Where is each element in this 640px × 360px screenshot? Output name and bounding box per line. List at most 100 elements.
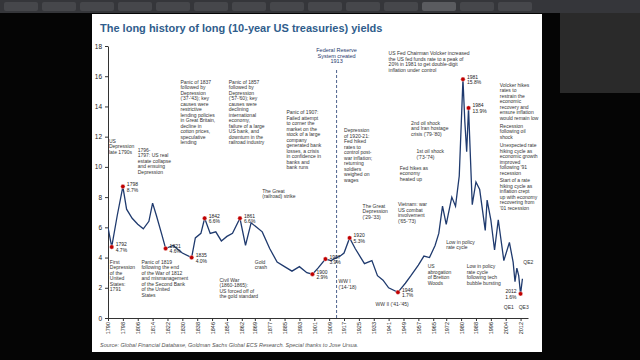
x-tick-label: 1798: [120, 322, 126, 334]
x-tick-label: 1862: [239, 322, 245, 334]
annotation: would remain low: [500, 115, 539, 121]
x-tick-label: 1965: [431, 322, 437, 334]
x-tick: 1941: [386, 318, 392, 334]
y-tick-mark: [105, 46, 108, 47]
x-tick-mark: [285, 318, 286, 321]
x-tick: 1862: [239, 318, 245, 334]
highlight-label: 6.6%: [209, 218, 221, 224]
annotation: Woods: [428, 280, 444, 286]
yield-line: [108, 79, 522, 294]
x-tick-mark: [403, 318, 404, 321]
x-tick-mark: [138, 318, 139, 321]
highlight-label: 4.7%: [116, 247, 128, 253]
x-tick-mark: [476, 318, 477, 321]
x-tick: 1996: [488, 318, 494, 334]
y-tick-label: 12: [95, 133, 103, 140]
y-tick: 18: [95, 43, 108, 50]
annotation: railroad industry: [229, 139, 265, 145]
x-tick: 1972: [444, 318, 450, 334]
highlight-label: 3.9%: [329, 259, 341, 265]
x-tick-mark: [227, 318, 228, 321]
x-tick-label: 1893: [297, 322, 303, 334]
x-tick-mark: [167, 318, 168, 321]
highlight-dot: [396, 290, 400, 294]
highlight-dot: [121, 184, 125, 188]
highlight-dot: [461, 77, 465, 81]
x-tick-mark: [344, 318, 345, 321]
highlight-dot: [347, 236, 351, 240]
x-tick-label: 1806: [135, 322, 141, 334]
browser-tab: [194, 2, 228, 11]
x-tick-mark: [521, 318, 522, 321]
highlight-label: 1.7%: [402, 292, 414, 298]
browser-tab: [308, 2, 342, 11]
y-tick: 12: [95, 133, 108, 140]
x-tick-label: 1917: [341, 322, 347, 334]
y-tick-mark: [105, 227, 108, 228]
annotation: (railroad) strike: [262, 193, 296, 199]
x-tick-label: 1814: [150, 322, 156, 334]
annotation: QE2: [523, 259, 533, 265]
x-axis: 1790179818061814182218301838184618541862…: [105, 318, 528, 334]
annotation: ('14-'18): [338, 284, 356, 290]
x-tick-label: 1846: [209, 322, 215, 334]
browser-tab: [270, 2, 304, 11]
x-tick: 1869: [252, 318, 258, 334]
browser-tab: [498, 2, 532, 11]
y-tick-mark: [105, 288, 108, 289]
x-tick-mark: [461, 318, 462, 321]
annotation: crisis ('79-'80): [411, 131, 442, 137]
y-tick-label: 14: [95, 103, 103, 110]
x-tick-mark: [329, 318, 330, 321]
x-tick-mark: [123, 318, 124, 321]
x-tick: 1854: [224, 318, 230, 334]
x-tick-label: 1949: [401, 322, 407, 334]
browser-bar: [0, 0, 640, 13]
annotation: rate cycle: [446, 244, 468, 250]
y-tick-mark: [105, 106, 108, 107]
y-tick-mark: [105, 258, 108, 259]
chart-root: The long history of long (10-year US tre…: [0, 0, 640, 360]
screen-background: [0, 0, 640, 360]
annotation: States: [141, 292, 156, 298]
x-tick: 1838: [195, 318, 201, 334]
highlight-dot: [518, 292, 522, 296]
x-tick: 1925: [356, 318, 362, 334]
y-tick: 16: [95, 73, 108, 80]
x-tick-label: 1925: [356, 322, 362, 334]
x-tick: 2012: [518, 318, 524, 334]
x-tick: 1830: [180, 318, 186, 334]
x-tick-mark: [418, 318, 419, 321]
y-tick-mark: [105, 137, 108, 138]
y-tick-mark: [105, 318, 108, 319]
x-tick: 1893: [297, 318, 303, 334]
x-tick: 1806: [135, 318, 141, 334]
x-tick-mark: [182, 318, 183, 321]
x-tick: 1965: [431, 318, 437, 334]
highlight-dot: [110, 245, 114, 249]
x-tick: 1790: [105, 318, 111, 334]
x-tick-label: 1996: [488, 322, 494, 334]
x-tick-label: 1790: [105, 322, 111, 334]
x-tick-label: 1869: [252, 322, 258, 334]
y-tick-label: 8: [98, 194, 102, 201]
annotation: 1791: [110, 286, 121, 292]
x-tick-label: 1877: [267, 322, 273, 334]
x-tick-label: 1980: [459, 322, 465, 334]
x-tick: 1980: [459, 318, 465, 334]
annotation: the gold standard: [220, 293, 259, 299]
highlight-dot: [163, 246, 167, 250]
y-tick: 4: [98, 254, 108, 261]
reference-line: [336, 69, 337, 319]
reference-label: 1913: [330, 58, 342, 64]
y-tick-mark: [105, 197, 108, 198]
y-tick-label: 2: [98, 284, 102, 291]
annotation: shock: [500, 134, 514, 140]
highlight-dot: [310, 272, 314, 276]
y-tick-label: 18: [95, 43, 103, 50]
x-tick-label: 1838: [195, 322, 201, 334]
x-tick: 2004: [503, 318, 509, 334]
x-tick-mark: [212, 318, 213, 321]
x-tick-mark: [299, 318, 300, 321]
x-axis-line: [109, 318, 529, 319]
